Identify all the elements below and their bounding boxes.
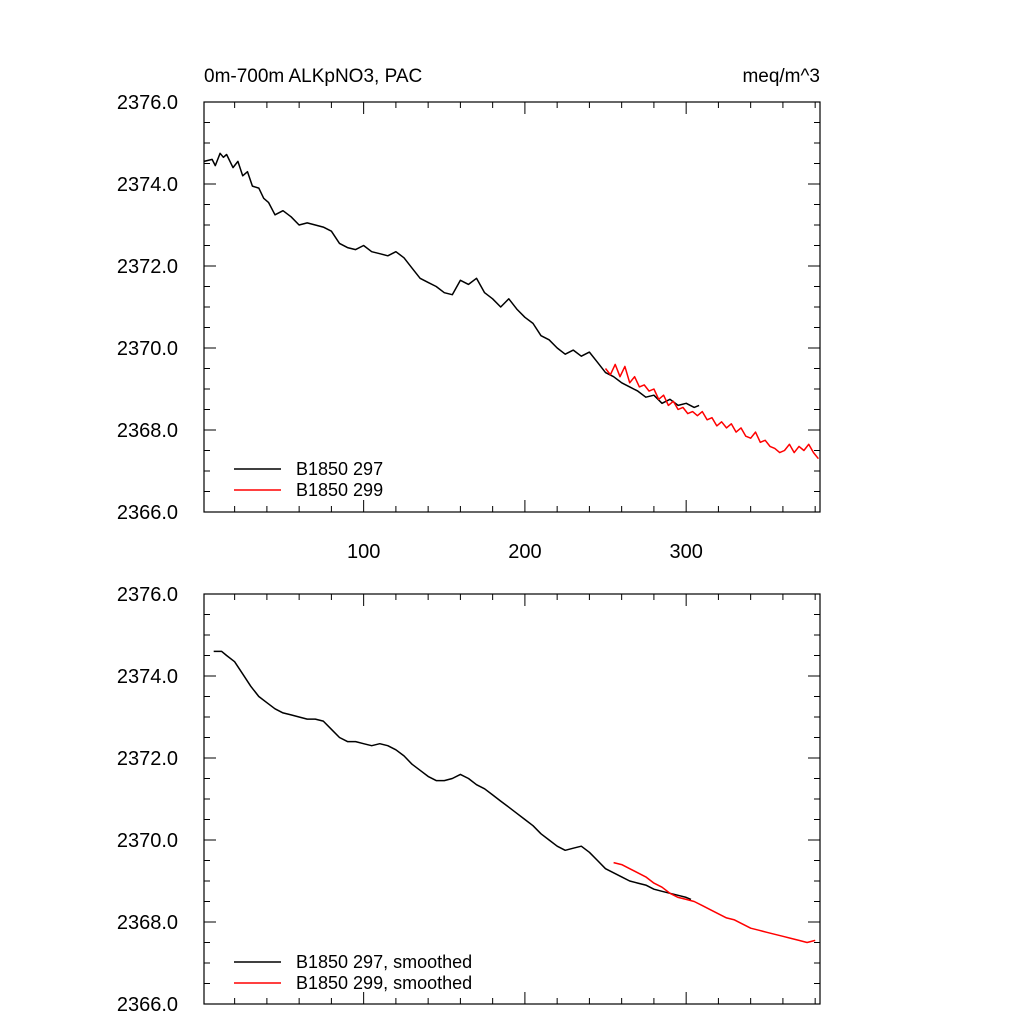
legend-label-b1850-299-smoothed: B1850 299, smoothed [296, 973, 472, 993]
x-tick-label: 200 [508, 541, 541, 563]
series-line-b1850-297-smoothed [213, 650, 692, 901]
bottom-panel-ticks: 2366.0 2368.0 2370.0 2372.0 2374.0 2376.0 [117, 584, 820, 1016]
series-line-b1850-297 [203, 152, 700, 409]
y-tick-label: 2366.0 [117, 994, 178, 1016]
legend-label-b1850-297: B1850 297 [296, 459, 383, 479]
x-tick-label: 100 [347, 541, 380, 563]
top-panel-series [203, 152, 819, 460]
y-tick-label: 2370.0 [117, 830, 178, 852]
y-tick-label: 2376.0 [117, 92, 178, 114]
y-tick-label: 2368.0 [117, 912, 178, 934]
units-label: meq/m^3 [742, 66, 820, 87]
y-tick-label: 2374.0 [117, 174, 178, 196]
series-line-b1850-299 [604, 363, 819, 460]
bottom-panel: 2366.0 2368.0 2370.0 2372.0 2374.0 2376.0 B18… [117, 584, 821, 1016]
top-panel-ticks: 2366.0 2368.0 2370.0 2372.0 2374.0 2376.0 100 2… [117, 92, 820, 563]
y-tick-label: 2374.0 [117, 666, 178, 688]
top-plot-frame [203, 101, 821, 513]
legend-label-b1850-299: B1850 299 [296, 480, 383, 500]
series-line-b1850-299-smoothed [613, 861, 816, 944]
top-panel: 0m-700m ALKpNO3, PAC meq/m^3 2366.0 2368.… [117, 66, 821, 563]
top-legend: B1850 297 B1850 299 [234, 459, 383, 500]
chart-title: 0m-700m ALKpNO3, PAC [204, 66, 422, 87]
bottom-plot-frame [203, 593, 821, 1005]
y-tick-label: 2372.0 [117, 748, 178, 770]
y-tick-label: 2368.0 [117, 420, 178, 442]
y-tick-label: 2366.0 [117, 502, 178, 524]
y-tick-label: 2370.0 [117, 338, 178, 360]
y-tick-label: 2376.0 [117, 584, 178, 606]
legend-label-b1850-297-smoothed: B1850 297, smoothed [296, 952, 472, 972]
bottom-legend: B1850 297, smoothed B1850 299, smoothed [234, 952, 472, 993]
y-tick-label: 2372.0 [117, 256, 178, 278]
x-tick-label: 300 [669, 541, 702, 563]
bottom-panel-series [213, 650, 816, 944]
